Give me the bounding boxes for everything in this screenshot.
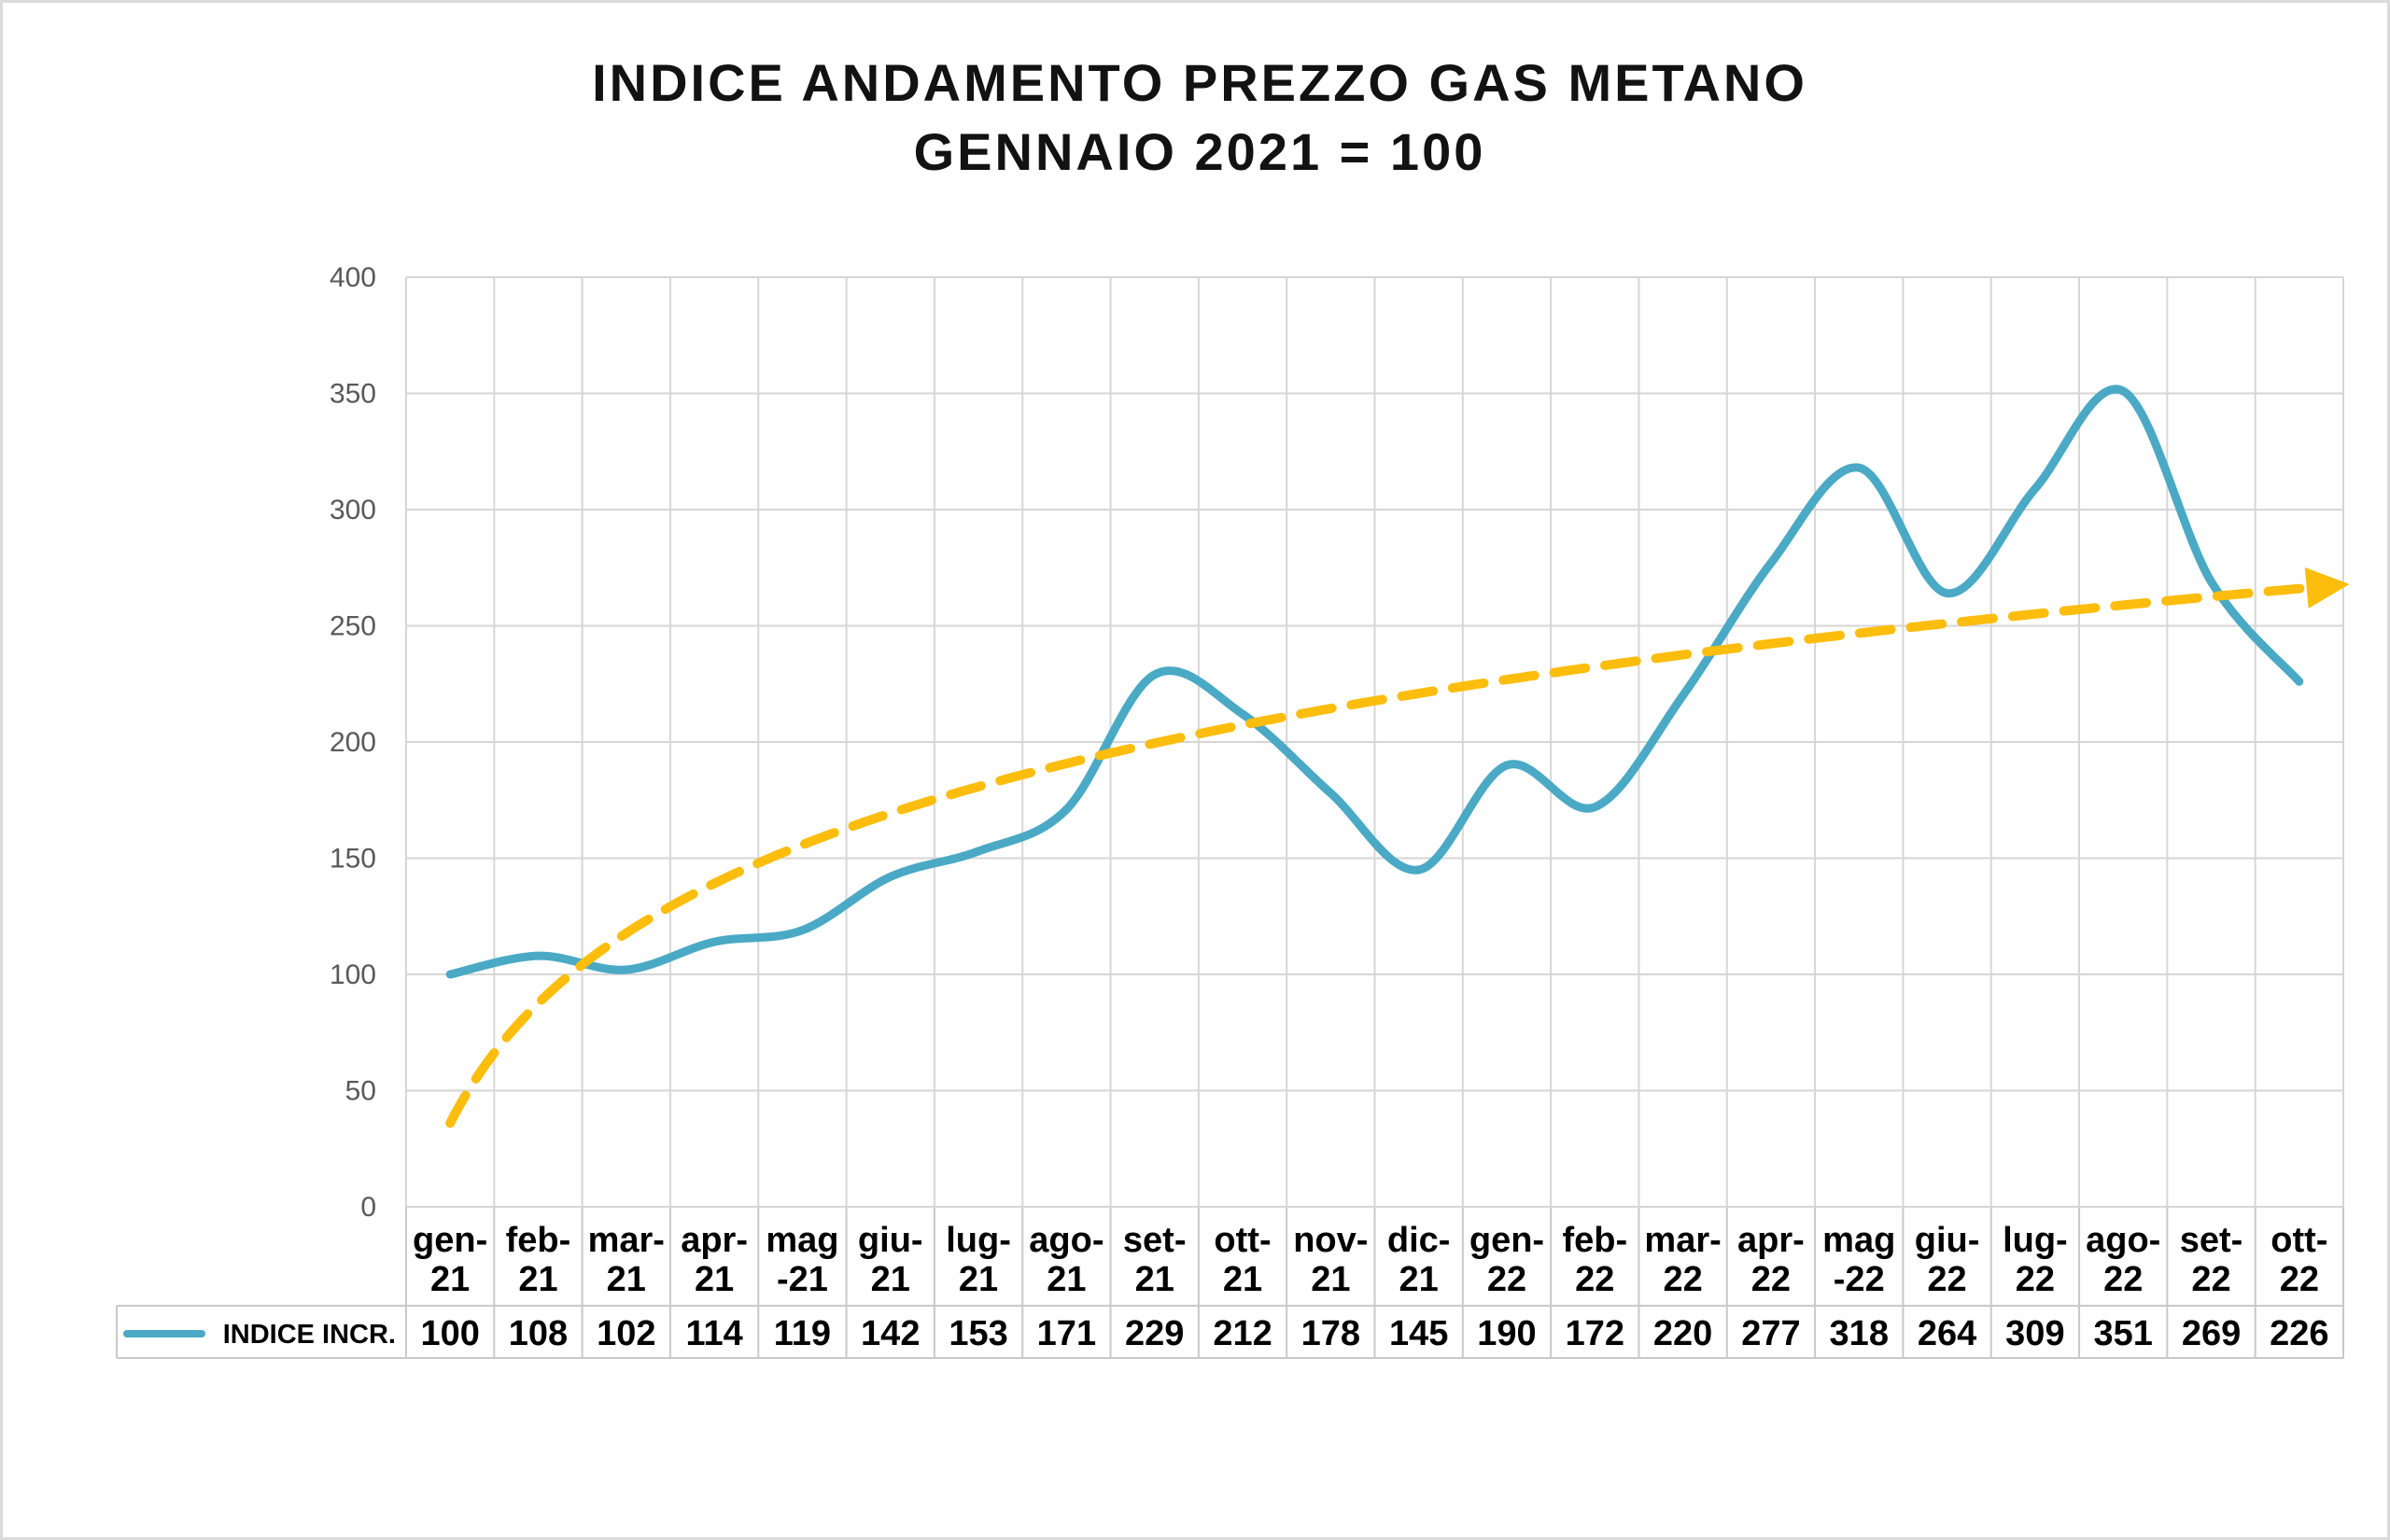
table-value: 220: [1653, 1314, 1712, 1353]
x-axis-label-line1: giu-: [1915, 1221, 1980, 1260]
table-value: 172: [1566, 1314, 1624, 1353]
table-value: 119: [774, 1314, 831, 1353]
x-axis-label-line2: 22: [2280, 1260, 2319, 1299]
indice-incr-line: [445, 385, 2304, 979]
table-value: 229: [1125, 1314, 1184, 1353]
table-value: 142: [861, 1314, 920, 1353]
table-value: 351: [2094, 1314, 2153, 1353]
x-axis-label-line2: 21: [1223, 1260, 1262, 1299]
x-axis-label-line1: mar-: [588, 1221, 665, 1260]
table-value: 226: [2270, 1314, 2328, 1353]
x-axis-label-line2: 22: [2191, 1260, 2230, 1299]
x-axis-label-line2: 21: [518, 1260, 557, 1299]
x-axis-label-line1: apr-: [681, 1221, 748, 1260]
x-axis-label-line1: mar-: [1644, 1221, 1721, 1260]
x-axis-label-line2: 21: [1135, 1260, 1174, 1299]
table-value: 277: [1741, 1314, 1800, 1353]
x-axis-label-line2: 21: [1047, 1260, 1086, 1299]
table-value: 100: [420, 1314, 479, 1353]
x-axis-label-line2: 21: [430, 1260, 470, 1299]
legend-label: INDICE INCR.: [223, 1320, 396, 1350]
trend-line: [445, 583, 2312, 1128]
x-axis-label-line1: lug-: [946, 1221, 1011, 1260]
table-value: 114: [685, 1314, 742, 1353]
x-axis-label-line2: 21: [1311, 1260, 1350, 1299]
x-axis-label-line1: ott-: [1214, 1221, 1271, 1260]
y-axis-tick-label: 100: [330, 959, 376, 990]
x-axis-label-line1: set-: [2180, 1221, 2243, 1260]
x-axis-label-line2: 22: [1575, 1260, 1614, 1299]
y-axis-tick-label: 400: [330, 262, 376, 293]
y-axis-tick-label: 200: [330, 727, 376, 758]
table-value: 190: [1477, 1314, 1536, 1353]
table-value: 212: [1213, 1314, 1272, 1353]
table-value: 264: [1918, 1314, 1976, 1353]
table-value: 108: [509, 1314, 568, 1353]
table-value: 178: [1301, 1314, 1360, 1353]
x-axis-label-line2: 22: [2016, 1260, 2055, 1299]
x-axis-label-line2: 21: [871, 1260, 910, 1299]
y-axis-tick-label: 0: [360, 1192, 376, 1223]
x-axis-label-line1: feb-: [506, 1221, 571, 1260]
table-value: 269: [2182, 1314, 2241, 1353]
x-axis-label-line2: 22: [1663, 1260, 1702, 1299]
y-axis-tick-label: 350: [330, 379, 376, 410]
table-value: 102: [597, 1314, 655, 1353]
y-axis-tick-label: 50: [345, 1076, 376, 1107]
x-axis-label-line2: 22: [2103, 1260, 2143, 1299]
table-value: 153: [949, 1314, 1007, 1353]
x-axis-label-line1: mag: [1822, 1221, 1895, 1260]
x-axis-label-line1: lug-: [2003, 1221, 2068, 1260]
x-axis-label-line2: 21: [695, 1260, 734, 1299]
x-axis-label-line2: -22: [1834, 1260, 1885, 1299]
x-axis-label-line2: 21: [1399, 1260, 1439, 1299]
x-axis-label-line1: gen-: [1469, 1221, 1544, 1260]
x-axis-label-line1: giu-: [858, 1221, 923, 1260]
x-axis-label-line2: 22: [1751, 1260, 1791, 1299]
y-axis-tick-label: 300: [330, 495, 376, 525]
x-axis-label-line1: gen-: [413, 1221, 487, 1260]
x-axis-label-line1: nov-: [1293, 1221, 1368, 1260]
table-value: 171: [1037, 1314, 1096, 1353]
x-axis-label-line1: ago-: [1029, 1221, 1104, 1260]
table-value: 145: [1389, 1314, 1448, 1353]
x-axis-label-line1: ott-: [2270, 1221, 2327, 1260]
x-axis-label-line1: mag: [766, 1221, 838, 1260]
x-axis-label-line2: 22: [1927, 1260, 1966, 1299]
table-value: 309: [2005, 1314, 2064, 1353]
x-axis-label-line1: apr-: [1737, 1221, 1805, 1260]
chart-subtitle: GENNAIO 2021 = 100: [914, 122, 1486, 181]
x-axis-label-line1: dic-: [1387, 1221, 1451, 1260]
x-axis-label-line2: 21: [959, 1260, 998, 1299]
x-axis-label-line1: set-: [1123, 1221, 1187, 1260]
x-axis-label-line1: feb-: [1562, 1221, 1627, 1260]
x-axis-label-line2: 21: [607, 1260, 646, 1299]
x-axis-label-line2: -21: [777, 1260, 828, 1299]
x-axis-label-line1: ago-: [2086, 1221, 2160, 1260]
chart-title: INDICE ANDAMENTO PREZZO GAS METANO: [592, 53, 1807, 112]
plot-area: 050100150200250300350400gen-21100feb-211…: [116, 262, 2350, 1359]
table-value: 318: [1830, 1314, 1889, 1353]
x-axis-label-line2: 22: [1487, 1260, 1526, 1299]
trend-arrowhead: [2304, 567, 2350, 609]
y-axis-tick-label: 250: [330, 611, 376, 642]
y-axis-tick-label: 150: [330, 844, 376, 875]
